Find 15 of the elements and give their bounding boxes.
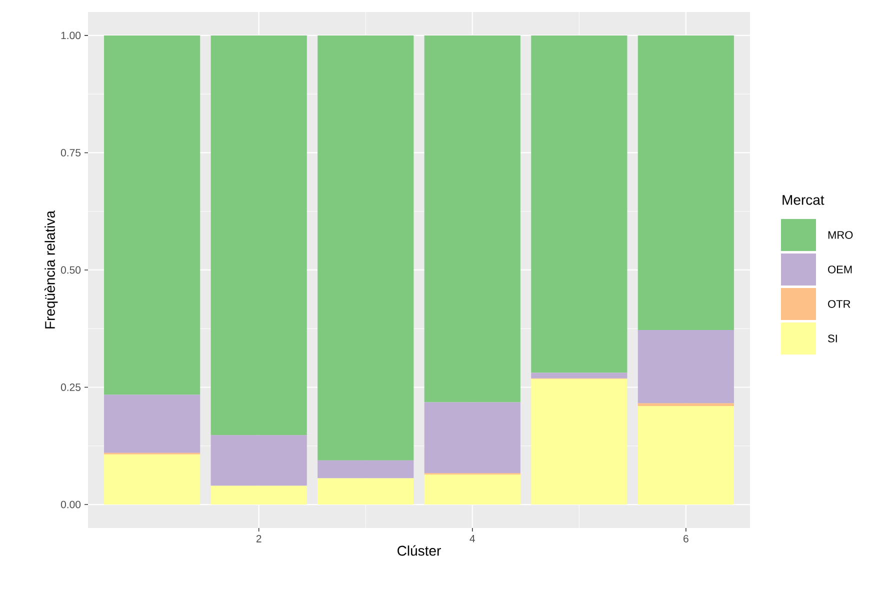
y-tick-label: 0.75: [60, 149, 81, 156]
text: SI: [828, 334, 837, 342]
y-axis-title: Freqüència relativa: [44, 210, 58, 328]
x-tick-label: 4: [470, 535, 475, 542]
text: OTR: [828, 300, 850, 308]
text: OEM: [828, 266, 852, 274]
x-axis-title: Clúster: [398, 545, 441, 556]
y-tick-label: 0.50: [60, 266, 81, 274]
y-tick-label: 1.00: [61, 32, 81, 40]
text: MRO: [828, 231, 853, 239]
x-tick-label: 6: [684, 535, 688, 542]
x-tick-label: 2: [256, 535, 262, 542]
legend-title: Mercat: [782, 195, 824, 205]
y-tick-label: 0.25: [60, 384, 81, 391]
y-tick-label: 0.00: [60, 500, 81, 508]
